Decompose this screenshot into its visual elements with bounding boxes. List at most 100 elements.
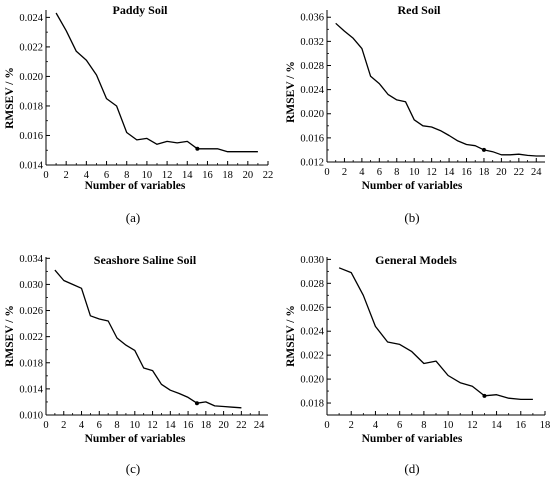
panel-d-x-tick-label: 14 [491,420,502,431]
panel-c-x-tick-label: 18 [201,420,212,431]
panel-a-title: Paddy Soil [112,3,168,17]
panel-b-y-tick-label: 0.024 [300,85,324,96]
panel-a-x-tick-label: 16 [202,170,213,181]
panel-a-plot: 0 2 4 6 8 10 12 14 16 18 20 22 0.014 0.016 0.018 0.020 0… [19,10,273,181]
panel-b-x-tick-label: 24 [531,167,542,178]
panel-b-x-tick-label: 12 [426,167,437,178]
panel-d-x-tick-label: 16 [516,420,527,431]
panel-d-y-tick-label: 0.024 [300,327,324,338]
panel-d: 0 2 4 6 8 10 12 14 16 18 0.018 0.020 0.022 0.024 0.026… [285,253,550,476]
panel-a-x-tick-label: 0 [43,170,48,181]
panel-c-y-tick-label: 0.014 [19,384,43,395]
panel-d-x-tick-label: 12 [467,420,478,431]
panel-c-x-tick-label: 20 [218,420,229,431]
panel-c-x-tick-label: 2 [61,420,66,431]
panel-b-series-line [335,22,545,157]
panel-b-x-tick-label: 14 [444,167,455,178]
panel-d-xlabel: Number of variables [362,433,463,445]
panel-d-x-tick-label: 8 [421,420,426,431]
panel-b-y-tick-label: 0.028 [300,61,324,72]
panel-a-x-tick-label: 2 [64,170,69,181]
panel-d-y-tick-label: 0.030 [300,255,324,266]
panel-d-plot: 0 2 4 6 8 10 12 14 16 18 0.018 0.020 0.022 0.024 0.026… [300,255,550,431]
panel-a-x-tick-label: 20 [243,170,254,181]
panel-c-series-line [54,269,242,409]
panel-b-y-tick-label: 0.016 [300,133,324,144]
panel-c: 0 2 4 6 8 10 12 14 16 18 20 22 240.0100.0140.0180.02… [4,253,268,476]
panel-b-x-tick-label: 18 [479,167,490,178]
panel-b-y-tick-label: 0.032 [300,37,324,48]
panel-c-x-tick-label: 0 [43,420,48,431]
panel-a-y-tick-label: 0.016 [19,131,43,142]
panel-d-x-tick-label: 0 [324,420,329,431]
panel-c-y-tick-label: 0.022 [19,332,43,343]
panel-c-x-tick-label: 4 [79,420,85,431]
panel-c-ylabel: RMSEV / % [4,305,16,367]
panel-c-x-tick-label: 14 [165,420,176,431]
panel-c-x-tick-label: 16 [183,420,194,431]
panel-a-series-line [55,12,258,153]
panel-c-y-tick-label: 0.010 [19,411,43,422]
panel-d-title: General Models [375,253,457,267]
panel-a-selected-point-marker [195,146,200,151]
panel-c-x-tick-label: 24 [254,420,265,431]
panel-b-y-tick-label: 0.012 [300,158,324,169]
panel-c-x-tick-label: 10 [130,420,141,431]
panel-d-y-tick-label: 0.028 [300,279,324,290]
panel-a-x-tick-label: 14 [182,170,193,181]
panel-c-y-tick-label: 0.026 [19,306,43,317]
panel-c-xlabel: Number of variables [85,433,186,445]
panel-c-x-tick-label: 12 [147,420,158,431]
panel-b-plot: 0 2 4 6 8 10 12 14 16 18 20 22 240.0120.0160.0200.02… [300,10,545,178]
panel-c-title: Seashore Saline Soil [94,253,197,267]
panel-a-y-tick-label: 0.022 [19,42,43,53]
panel-a-ylabel: RMSEV / % [4,67,16,129]
panel-d-y-tick-label: 0.018 [300,399,324,410]
panel-b-selected-point-marker [481,147,486,152]
panel-b-x-tick-label: 8 [394,167,399,178]
panel-b-x-tick-label: 22 [514,167,525,178]
panel-d-ylabel: RMSEV / % [285,305,297,367]
panel-a-x-tick-label: 22 [263,170,274,181]
panel-d-x-tick-label: 2 [349,420,354,431]
panel-c-y-tick-label: 0.034 [19,254,43,265]
panel-d-x-tick-label: 18 [540,420,550,431]
panel-a-caption: (a) [126,210,140,225]
panel-b-x-tick-label: 20 [496,167,507,178]
panel-d-x-tick-label: 4 [373,420,379,431]
panel-b-xlabel: Number of variables [362,180,463,192]
panel-b-x-tick-label: 6 [377,167,382,178]
panel-b-y-tick-label: 0.036 [300,13,324,24]
panel-d-series-line [338,267,533,401]
panel-b-x-tick-label: 0 [324,167,329,178]
panel-d-selected-point-marker [482,393,487,398]
panel-c-selected-point-marker [194,401,199,406]
panel-d-x-tick-label: 10 [443,420,454,431]
panel-b-caption: (b) [404,210,419,225]
panel-c-x-tick-label: 8 [114,420,119,431]
panel-a-xlabel: Number of variables [85,180,186,192]
panel-c-x-tick-label: 22 [236,420,247,431]
panel-d-y-tick-label: 0.022 [300,351,324,362]
panel-b: 0 2 4 6 8 10 12 14 16 18 20 22 240.0120.0160.0200.02… [285,3,545,225]
panel-c-x-tick-label: 6 [97,420,102,431]
panel-a-x-tick-label: 18 [222,170,233,181]
panel-a-x-tick-label: 4 [84,170,90,181]
panel-a-y-tick-label: 0.014 [19,161,43,172]
panel-d-y-tick-label: 0.026 [300,303,324,314]
panel-b-x-tick-label: 16 [461,167,472,178]
panel-c-y-tick-label: 0.018 [19,358,43,369]
panel-a-x-tick-label: 8 [124,170,129,181]
panel-a-x-tick-label: 6 [104,170,109,181]
panel-b-x-tick-label: 2 [342,167,347,178]
panel-c-y-tick-label: 0.030 [19,280,43,291]
panel-d-caption: (d) [404,461,419,476]
panel-a: 0 2 4 6 8 10 12 14 16 18 20 22 0.014 0.016 0.018 0.020 0… [4,3,273,225]
panel-c-plot: 0 2 4 6 8 10 12 14 16 18 20 22 240.0100.0140.0180.02… [19,254,268,431]
panel-c-caption: (c) [126,461,140,476]
panel-a-x-tick-label: 10 [142,170,153,181]
panel-b-y-tick-label: 0.020 [300,109,324,120]
panel-d-x-tick-label: 6 [397,420,402,431]
panel-a-y-tick-label: 0.020 [19,72,43,83]
